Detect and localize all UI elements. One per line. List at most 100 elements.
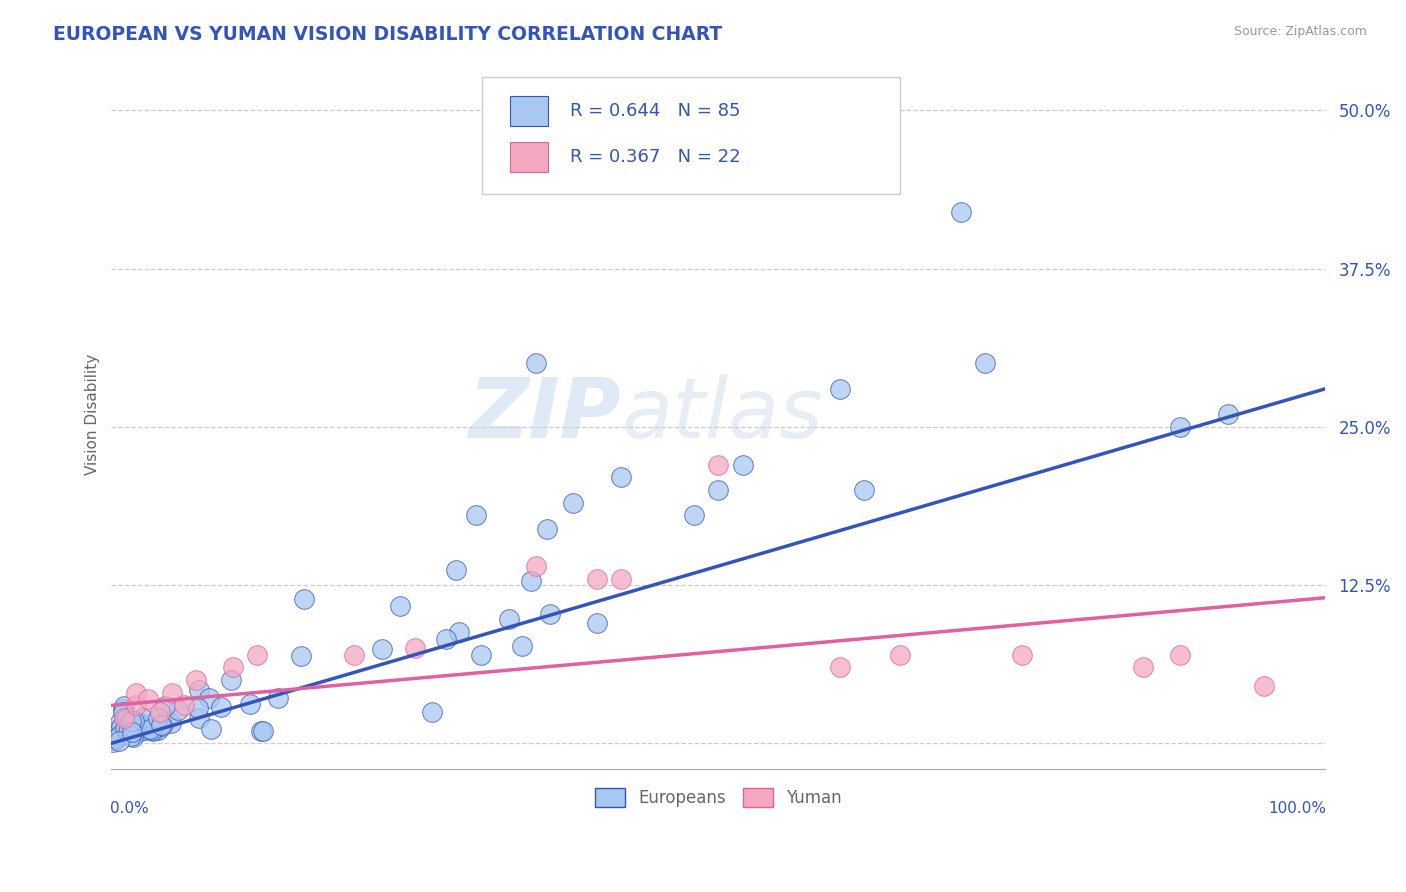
Point [127,724,149,739]
Point [252,723,274,738]
Point [120,729,142,743]
Point [536,522,558,536]
Point [129,722,152,736]
Point [125,722,148,736]
Point [146,711,169,725]
Point [142,724,165,739]
Point [828,660,851,674]
Point [498,612,520,626]
Point [124,724,146,739]
Point [404,641,426,656]
Point [159,716,181,731]
Point [124,723,146,737]
Point [117,711,139,725]
Point [1011,648,1033,662]
Point [950,204,973,219]
Point [108,728,131,742]
Point [420,705,443,719]
Point [731,458,754,472]
Point [139,722,162,736]
Point [112,698,135,713]
Point [1253,679,1275,693]
Point [444,563,467,577]
Point [131,711,153,725]
Point [149,705,172,719]
Point [107,733,129,747]
Text: atlas: atlas [621,374,823,455]
Text: ZIP: ZIP [468,374,621,455]
Point [121,725,143,739]
Point [122,723,145,738]
Point [160,686,183,700]
Point [512,640,534,654]
Point [1168,419,1191,434]
Point [103,723,125,738]
Point [121,725,143,739]
Text: R = 0.367   N = 22: R = 0.367 N = 22 [571,148,741,166]
Point [852,483,875,497]
Point [148,723,170,738]
Point [122,730,145,744]
Point [117,725,139,739]
Legend: Europeans, Yuman: Europeans, Yuman [588,780,848,814]
Point [128,716,150,731]
Point [292,591,315,606]
Text: 0.0%: 0.0% [110,800,149,815]
Point [120,714,142,728]
Point [173,698,195,713]
Point [150,719,173,733]
Bar [509,96,548,126]
Point [125,717,148,731]
Point [186,673,208,687]
Point [683,508,706,523]
Point [561,496,583,510]
Point [520,574,543,588]
Point [610,572,633,586]
Point [105,731,128,745]
Point [1132,660,1154,674]
Point [125,714,148,729]
Point [125,686,148,700]
Point [200,722,222,736]
Point [524,356,547,370]
Point [290,648,312,663]
Text: R = 0.644   N = 85: R = 0.644 N = 85 [571,102,741,120]
Point [538,607,561,621]
Point [371,642,394,657]
Point [239,697,262,711]
Point [101,734,124,748]
Point [209,699,232,714]
Point [117,725,139,739]
Point [112,711,135,725]
Text: 100.0%: 100.0% [1268,800,1326,815]
Point [889,648,911,662]
Point [388,599,411,613]
Bar [509,142,548,171]
Point [974,356,997,370]
Point [103,733,125,747]
Point [246,648,269,662]
Point [118,723,141,737]
Point [136,692,159,706]
Point [141,723,163,738]
Point [187,710,209,724]
Point [166,703,188,717]
Point [343,648,366,662]
Point [112,705,135,719]
Point [707,483,730,497]
Point [470,648,492,663]
Point [155,714,177,728]
Point [1216,407,1239,421]
Point [122,714,145,728]
Point [267,691,290,706]
Point [1168,648,1191,662]
Point [198,690,221,705]
Point [449,625,471,640]
Point [187,682,209,697]
Point [464,508,486,523]
Point [524,559,547,574]
Point [153,699,176,714]
Point [707,458,730,472]
Point [114,721,136,735]
Point [108,714,131,729]
